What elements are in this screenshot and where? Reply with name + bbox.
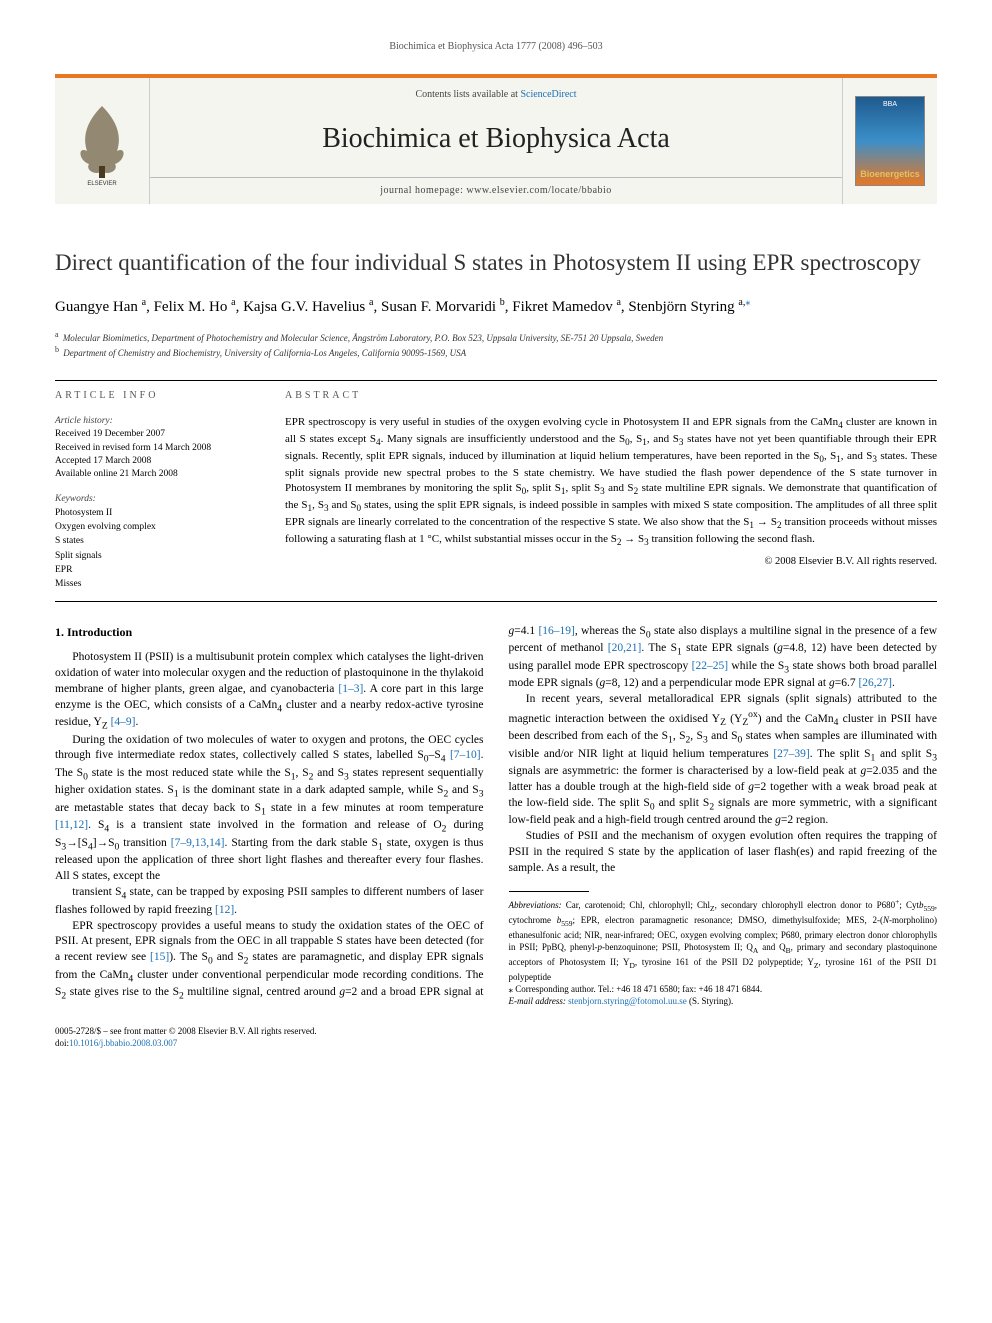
affiliation: b Department of Chemistry and Biochemist… [55,344,937,360]
intro-paragraph: Studies of PSII and the mechanism of oxy… [509,829,938,877]
citation-link[interactable]: [26,27] [858,677,892,689]
doi-pre: doi: [55,1038,69,1048]
footnote-rule [509,891,589,892]
keyword-item: S states [55,535,265,548]
citation-link[interactable]: [15] [150,951,169,963]
email-link[interactable]: stenbjorn.styring@fotomol.uu.se [568,996,687,1006]
contents-list-pre: Contents lists available at [415,89,520,100]
abbrev-label: Abbreviations: [509,900,562,910]
author-aff-mark: a,⁎ [738,297,750,308]
header-middle: Contents lists available at ScienceDirec… [150,78,842,204]
author-list: Guangye Han a, Felix M. Ho a, Kajsa G.V.… [55,295,937,319]
sciencedirect-link[interactable]: ScienceDirect [520,89,576,100]
doi-link[interactable]: 10.1016/j.bbabio.2008.03.007 [69,1038,177,1048]
history-item: Accepted 17 March 2008 [55,455,265,468]
issn-line: 0005-2728/$ – see front matter © 2008 El… [55,1025,317,1037]
article-title: Direct quantification of the four indivi… [55,249,937,278]
body-two-column: 1. Introduction Photosystem II (PSII) is… [55,624,937,1007]
intro-paragraph: In recent years, several metalloradical … [509,692,938,829]
citation-link[interactable]: [4–9] [111,716,136,728]
abstract-copyright: © 2008 Elsevier B.V. All rights reserved… [285,555,937,570]
citation-link[interactable]: [22–25] [692,660,728,672]
citation-link[interactable]: [1–3] [338,683,363,695]
author-aff-mark: a [231,297,235,308]
article-info-column: ARTICLE INFO Article history: Received 1… [55,389,285,593]
journal-home-url: www.elsevier.com/locate/bbabio [466,185,611,196]
abbreviations-footnote: Abbreviations: Car, carotenoid; Chl, chl… [509,897,938,983]
journal-home-pre: journal homepage: [380,185,466,196]
intro-paragraph: Photosystem II (PSII) is a multisubunit … [55,650,484,733]
history-label: Article history: [55,415,265,428]
rule-top [55,380,937,381]
corresponding-footnote: ⁎ Corresponding author. Tel.: +46 18 471… [509,983,938,995]
journal-title: Biochimica et Biophysica Acta [150,120,842,158]
author-aff-mark: a [142,297,146,308]
keyword-item: Misses [55,578,265,591]
citation-link[interactable]: [11,12] [55,819,88,831]
history-item: Available online 21 March 2008 [55,468,265,481]
journal-cover: BBA Bioenergetics [842,78,937,204]
svg-text:ELSEVIER: ELSEVIER [87,181,117,186]
history-item: Received in revised form 14 March 2008 [55,442,265,455]
keyword-item: Photosystem II [55,507,265,520]
abstract-head: ABSTRACT [285,389,937,403]
intro-paragraph: transient S4 state, can be trapped by ex… [55,885,484,918]
citation-link[interactable]: [27–39] [773,748,809,760]
author-name: Felix M. Ho [154,299,228,315]
author-name: Fikret Mamedov [512,299,612,315]
keyword-item: Split signals [55,550,265,563]
author-name: Kajsa G.V. Havelius [243,299,365,315]
author-name: Susan F. Morvaridi [381,299,496,315]
author-aff-mark: a [369,297,373,308]
keywords-list: Photosystem IIOxygen evolving complexS s… [55,507,265,592]
citation-link[interactable]: [20,21] [608,642,642,654]
rule-bottom [55,601,937,602]
history-item: Received 19 December 2007 [55,428,265,441]
author-name: Guangye Han [55,299,138,315]
page-footer: 0005-2728/$ – see front matter © 2008 El… [55,1025,937,1049]
email-label: E-mail address: [509,996,566,1006]
citation-link[interactable]: [16–19] [538,625,574,637]
contents-list-line: Contents lists available at ScienceDirec… [150,88,842,102]
intro-paragraph: During the oxidation of two molecules of… [55,733,484,886]
section-heading-intro: 1. Introduction [55,624,484,641]
affiliation: a Molecular Biomimetics, Department of P… [55,329,937,345]
keyword-item: Oxygen evolving complex [55,521,265,534]
cover-sub: Bioenergetics [860,168,920,180]
elsevier-logo: ELSEVIER [55,78,150,204]
journal-header: ELSEVIER Contents lists available at Sci… [55,74,937,204]
cover-top: BBA [883,101,897,109]
citation-link[interactable]: [12] [215,904,234,916]
abbrev-text: Car, carotenoid; Chl, chlorophyll; ChlZ,… [509,900,938,982]
email-footnote: E-mail address: stenbjorn.styring@fotomo… [509,995,938,1007]
citation-link[interactable]: [7–10] [450,749,481,761]
abstract-column: ABSTRACT EPR spectroscopy is very useful… [285,389,937,593]
keyword-item: EPR [55,564,265,577]
affiliation-list: a Molecular Biomimetics, Department of P… [55,329,937,360]
citation-link[interactable]: [7–9,13,14] [171,837,225,849]
history-list: Received 19 December 2007Received in rev… [55,428,265,481]
footnotes: Abbreviations: Car, carotenoid; Chl, chl… [509,897,938,1007]
author-aff-mark: b [500,297,505,308]
journal-homepage: journal homepage: www.elsevier.com/locat… [150,177,842,198]
email-suffix: (S. Styring). [687,996,734,1006]
author-aff-mark: a [616,297,620,308]
keywords-label: Keywords: [55,493,265,506]
elsevier-tree-icon: ELSEVIER [67,96,137,186]
author-name: Stenbjörn Styring [628,299,734,315]
article-info-head: ARTICLE INFO [55,389,265,403]
running-head: Biochimica et Biophysica Acta 1777 (2008… [55,40,937,54]
abstract-text: EPR spectroscopy is very useful in studi… [285,415,937,550]
